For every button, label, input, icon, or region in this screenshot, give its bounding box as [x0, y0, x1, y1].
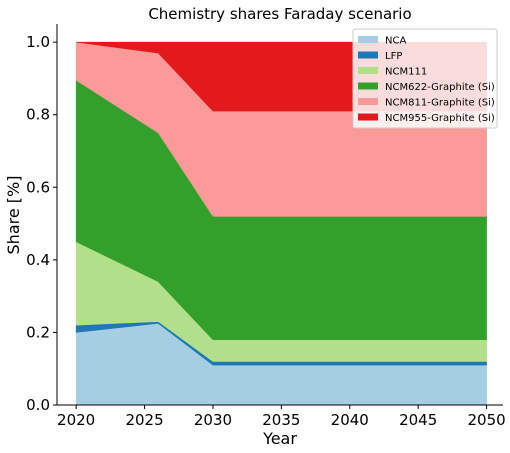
y-tick-label: 0.0	[26, 396, 50, 414]
x-axis-label: Year	[262, 429, 297, 448]
legend-label-ncm955-graphite-si: NCM955-Graphite (Si)	[385, 113, 495, 124]
y-tick-label: 0.2	[26, 323, 50, 341]
legend-frame	[352, 28, 498, 129]
y-axis-label: Share [%]	[4, 176, 23, 255]
legend-swatch-ncm955-graphite-si	[358, 113, 378, 121]
x-tick-label: 2020	[57, 411, 95, 429]
x-tick-label: 2040	[331, 411, 369, 429]
x-axis-ticks: 2020 2025 2030 2035 2040 2045 2050	[57, 405, 506, 429]
y-tick-label: 0.6	[26, 178, 50, 196]
legend-swatch-lfp	[358, 51, 378, 59]
legend-swatch-ncm111	[358, 67, 378, 74]
x-tick-label: 2035	[262, 411, 300, 429]
legend-swatch-nca	[358, 36, 378, 43]
x-tick-label: 2025	[125, 411, 163, 429]
legend-label-ncm111: NCM111	[385, 67, 427, 78]
y-axis-ticks: 0.0 0.2 0.4 0.6 0.8 1.0	[26, 33, 57, 414]
legend-label-nca: NCA	[385, 36, 406, 47]
legend: NCA LFP NCM111 NCM622-Graphite (Si) NCM811-G…	[352, 28, 498, 129]
legend-label-lfp: LFP	[385, 51, 402, 62]
y-tick-label: 0.8	[26, 106, 50, 124]
chart-title: Chemistry shares Faraday scenario	[148, 5, 411, 23]
legend-swatch-ncm811-graphite-si	[358, 98, 378, 105]
area-layer	[75, 41, 487, 406]
legend-swatch-ncm622-graphite-si	[358, 82, 378, 90]
x-tick-label: 2045	[399, 411, 437, 429]
legend-label-ncm811-graphite-si: NCM811-Graphite (Si)	[385, 98, 495, 109]
y-tick-label: 1.0	[26, 33, 50, 51]
x-tick-label: 2050	[467, 411, 505, 429]
axes	[56, 24, 503, 406]
legend-label-ncm622-graphite-si: NCM622-Graphite (Si)	[385, 82, 495, 93]
y-tick-label: 0.4	[26, 251, 50, 269]
x-tick-label: 2030	[194, 411, 232, 429]
